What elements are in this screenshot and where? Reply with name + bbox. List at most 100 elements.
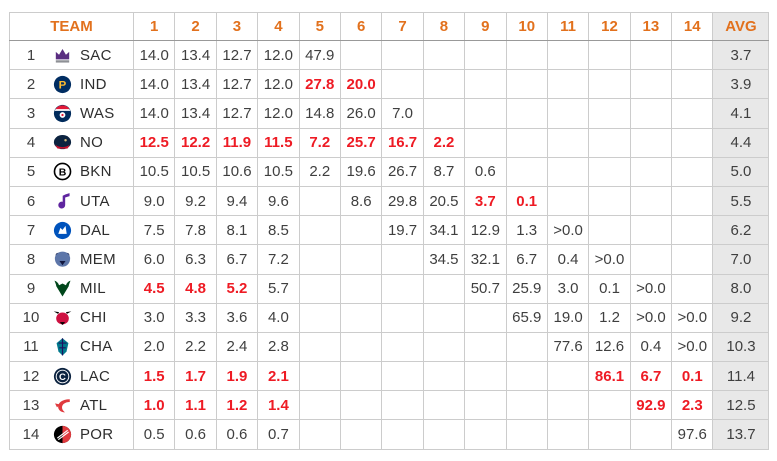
average-pick-cell: 12.5: [712, 390, 770, 421]
odds-cell-pick-2: 2.2: [174, 331, 217, 363]
odds-cell-pick-2: 1.7: [174, 361, 217, 392]
odds-cell-pick-2: 13.4: [174, 69, 217, 100]
odds-cell-pick-12: [588, 69, 631, 100]
odds-cell-pick-12: [588, 215, 631, 246]
odds-cell-pick-8: [422, 390, 466, 421]
lottery-seed-number: 8: [26, 250, 36, 268]
odds-cell-pick-1: 6.0: [132, 244, 176, 275]
odds-cell-pick-1: 9.0: [132, 185, 176, 217]
team-link-atl[interactable]: 13 ATL: [9, 390, 134, 421]
odds-cell-pick-8: [422, 302, 466, 333]
team-link-lac[interactable]: 12 C LAC: [9, 361, 134, 392]
team-abbreviation: UTA: [80, 192, 110, 210]
odds-cell-pick-6: [339, 390, 383, 421]
team-row-no: 4 NO 12.5 12.2 11.9 11.5 7.2 25.7 16.7 2.2 4.4: [9, 127, 770, 158]
odds-cell-pick-4: 2.8: [257, 331, 300, 363]
column-header-pick-14: 14: [671, 12, 714, 41]
team-abbreviation: MEM: [80, 250, 116, 268]
average-pick-cell: 5.5: [712, 185, 770, 217]
odds-cell-pick-7: [381, 419, 424, 450]
column-header-pick-6: 6: [339, 12, 383, 41]
team-link-uta[interactable]: 6 UTA: [9, 185, 134, 217]
team-link-por[interactable]: 14 POR: [9, 419, 134, 450]
odds-cell-pick-10: 25.9: [505, 273, 548, 304]
odds-cell-pick-6: 8.6: [339, 185, 383, 217]
odds-cell-pick-3: 11.9: [215, 127, 259, 158]
lottery-seed-number: 4: [26, 134, 36, 152]
odds-cell-pick-1: 1.0: [132, 390, 176, 421]
odds-cell-pick-10: [505, 98, 548, 129]
column-header-pick-5: 5: [298, 12, 341, 41]
odds-cell-pick-1: 14.0: [132, 98, 176, 129]
odds-cell-pick-9: [464, 127, 507, 158]
team-abbreviation: ATL: [80, 396, 108, 414]
odds-cell-pick-11: [546, 390, 590, 421]
team-abbreviation: DAL: [80, 221, 111, 239]
odds-cell-pick-8: 34.1: [422, 215, 466, 246]
column-header-pick-9: 9: [464, 12, 507, 41]
odds-cell-pick-4: 8.5: [257, 215, 300, 246]
odds-cell-pick-1: 10.5: [132, 156, 176, 187]
odds-cell-pick-4: 7.2: [257, 244, 300, 275]
odds-cell-pick-5: [298, 244, 341, 275]
odds-cell-pick-1: 4.5: [132, 273, 176, 304]
odds-cell-pick-2: 4.8: [174, 273, 217, 304]
odds-cell-pick-13: [629, 127, 673, 158]
lottery-seed-number: 9: [26, 280, 36, 298]
odds-cell-pick-11: [546, 98, 590, 129]
odds-cell-pick-1: 7.5: [132, 215, 176, 246]
team-link-cha[interactable]: 11 CHA: [9, 331, 134, 363]
odds-cell-pick-5: 2.2: [298, 156, 341, 187]
team-link-was[interactable]: 3 WAS: [9, 98, 134, 129]
odds-cell-pick-7: 7.0: [381, 98, 424, 129]
odds-cell-pick-4: 12.0: [257, 98, 300, 129]
odds-cell-pick-4: 1.4: [257, 390, 300, 421]
odds-cell-pick-1: 14.0: [132, 39, 176, 71]
odds-cell-pick-14: >0.0: [671, 302, 714, 333]
team-link-no[interactable]: 4 NO: [9, 127, 134, 158]
odds-cell-pick-10: [505, 39, 548, 71]
odds-cell-pick-14: [671, 127, 714, 158]
average-pick-cell: 10.3: [712, 331, 770, 363]
odds-cell-pick-7: [381, 273, 424, 304]
odds-cell-pick-4: 2.1: [257, 361, 300, 392]
odds-cell-pick-7: 19.7: [381, 215, 424, 246]
odds-cell-pick-9: [464, 302, 507, 333]
team-link-mil[interactable]: 9 MIL: [9, 273, 134, 304]
memphis-grizzlies-logo: [44, 249, 80, 270]
table-body: 1 SAC 14.0 13.4 12.7 12.0 47.9 3.7 2 P IND 14.0 13.4…: [9, 39, 770, 450]
average-pick-cell: 13.7: [712, 419, 770, 450]
team-link-dal[interactable]: 7 DAL: [9, 215, 134, 246]
team-link-sac[interactable]: 1 SAC: [9, 39, 134, 71]
odds-cell-pick-10: [505, 390, 548, 421]
odds-cell-pick-11: 3.0: [546, 273, 590, 304]
odds-cell-pick-13: [629, 244, 673, 275]
odds-cell-pick-13: [629, 39, 673, 71]
lottery-seed-number: 10: [22, 309, 40, 327]
odds-cell-pick-11: [546, 361, 590, 392]
team-link-bkn[interactable]: 5 B BKN: [9, 156, 134, 187]
odds-cell-pick-1: 3.0: [132, 302, 176, 333]
team-link-ind[interactable]: 2 P IND: [9, 69, 134, 100]
odds-cell-pick-13: 0.4: [629, 331, 673, 363]
odds-cell-pick-13: [629, 69, 673, 100]
odds-cell-pick-14: [671, 39, 714, 71]
average-pick-cell: 5.0: [712, 156, 770, 187]
team-row-was: 3 WAS 14.0 13.4 12.7 12.0 14.8 26.0 7.0 4.1: [9, 98, 770, 129]
odds-cell-pick-10: 1.3: [505, 215, 548, 246]
odds-cell-pick-13: [629, 419, 673, 450]
odds-cell-pick-5: [298, 302, 341, 333]
team-link-chi[interactable]: 10 CHI: [9, 302, 134, 333]
team-link-mem[interactable]: 8 MEM: [9, 244, 134, 275]
team-row-atl: 13 ATL 1.0 1.1 1.2 1.4 92.9 2.3 12.5: [9, 390, 770, 421]
odds-cell-pick-6: 20.0: [339, 69, 383, 100]
average-pick-cell: 7.0: [712, 244, 770, 275]
average-pick-cell: 8.0: [712, 273, 770, 304]
odds-cell-pick-14: 2.3: [671, 390, 714, 421]
odds-cell-pick-11: 19.0: [546, 302, 590, 333]
odds-cell-pick-2: 0.6: [174, 419, 217, 450]
odds-cell-pick-14: [671, 273, 714, 304]
team-row-sac: 1 SAC 14.0 13.4 12.7 12.0 47.9 3.7: [9, 39, 770, 71]
odds-cell-pick-8: [422, 419, 466, 450]
odds-cell-pick-12: 12.6: [588, 331, 631, 363]
